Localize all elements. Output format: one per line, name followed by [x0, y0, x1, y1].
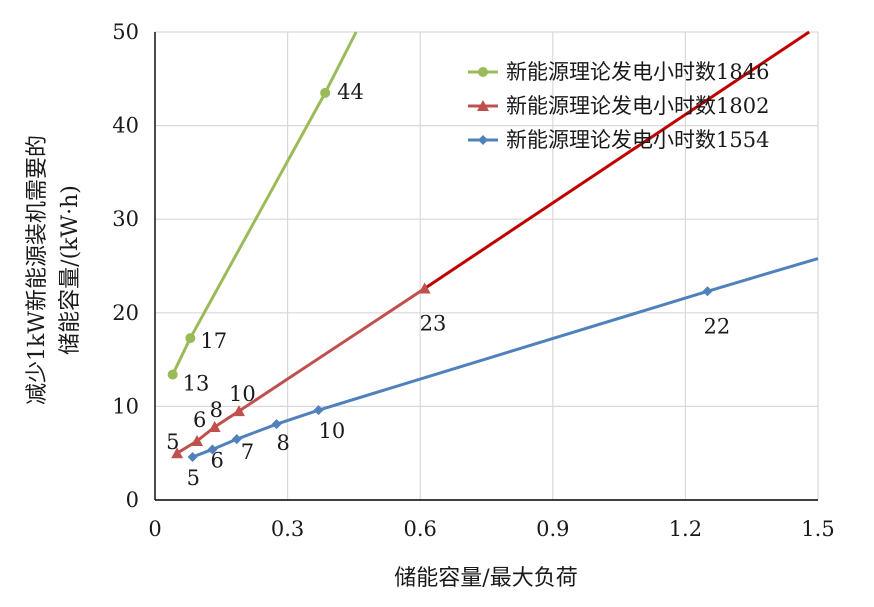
y-tick-label: 20: [112, 301, 139, 325]
y-tick-label: 40: [112, 114, 139, 138]
triangle-marker: [190, 435, 203, 447]
y-tick-label: 10: [112, 394, 139, 418]
data-label: 13: [183, 372, 210, 396]
legend-entry-3: 新能源理论发电小时数1554: [468, 128, 769, 152]
series-group: [167, 30, 819, 462]
triangle-marker: [208, 420, 221, 432]
series-3: [187, 257, 819, 462]
gridlines: [155, 31, 819, 500]
y-tick-label: 30: [112, 207, 139, 231]
diamond-marker: [207, 444, 218, 455]
series-extension-line: [323, 31, 358, 94]
data-label: 6: [193, 408, 206, 432]
data-label: 44: [337, 80, 364, 104]
x-tick-label: 0.6: [403, 517, 436, 541]
legend-label: 新能源理论发电小时数1802: [506, 94, 769, 118]
triangle-marker: [232, 405, 245, 417]
x-tick-label: 0.9: [536, 517, 569, 541]
y-axis-title-line-1: 减少1kW新能源装机需要的: [25, 135, 50, 405]
triangle-marker: [418, 282, 431, 294]
series-extension-line: [423, 30, 810, 290]
data-label: 6: [210, 448, 223, 472]
legend-entry-2: 新能源理论发电小时数1802: [468, 94, 769, 118]
circle-marker: [167, 369, 178, 380]
legend-label: 新能源理论发电小时数1846: [506, 60, 769, 84]
series-extension-line: [707, 257, 819, 293]
triangle-marker: [477, 100, 489, 111]
tick-labels: 0 0.3 0.6 0.9 1.2 1.5 0 10 20 30 40 50: [112, 20, 834, 541]
data-label: 22: [704, 314, 731, 338]
circle-marker: [320, 87, 331, 98]
y-axis-title-line-2: 储能容量/(kW·h): [58, 185, 83, 355]
diamond-marker: [271, 419, 282, 430]
triangle-marker: [171, 447, 184, 459]
y-tick-label: 50: [112, 20, 139, 44]
data-label: 23: [420, 311, 447, 335]
diamond-marker: [313, 405, 324, 416]
x-tick-label: 1.2: [669, 517, 702, 541]
x-tick-label: 1.5: [801, 517, 834, 541]
series-line: [171, 92, 327, 376]
series-1: [167, 31, 358, 380]
diamond-marker: [187, 451, 198, 462]
data-label: 5: [187, 466, 200, 490]
x-tick-label: 0: [148, 517, 161, 541]
diamond-marker: [478, 135, 488, 145]
circle-marker: [185, 333, 196, 344]
data-label: 10: [229, 382, 256, 406]
legend-label: 新能源理论发电小时数1554: [506, 128, 769, 152]
diamond-marker: [231, 434, 242, 445]
legend: 新能源理论发电小时数1846 新能源理论发电小时数1802 新能源理论发电小时数15…: [468, 60, 769, 152]
circle-marker: [478, 67, 488, 77]
data-label: 10: [319, 419, 346, 443]
data-label: 17: [200, 329, 227, 353]
diamond-marker: [702, 286, 713, 297]
series-line: [192, 289, 708, 459]
x-tick-label: 0.3: [271, 517, 304, 541]
data-label: 8: [210, 398, 223, 422]
data-label: 5: [166, 430, 179, 454]
legend-entry-1: 新能源理论发电小时数1846: [468, 60, 769, 84]
data-label: 7: [241, 440, 254, 464]
data-label: 8: [277, 431, 290, 455]
y-tick-label: 0: [126, 488, 139, 512]
series-2: [171, 30, 810, 459]
x-axis-title: 储能容量/最大负荷: [394, 566, 577, 591]
axes: [154, 32, 818, 501]
